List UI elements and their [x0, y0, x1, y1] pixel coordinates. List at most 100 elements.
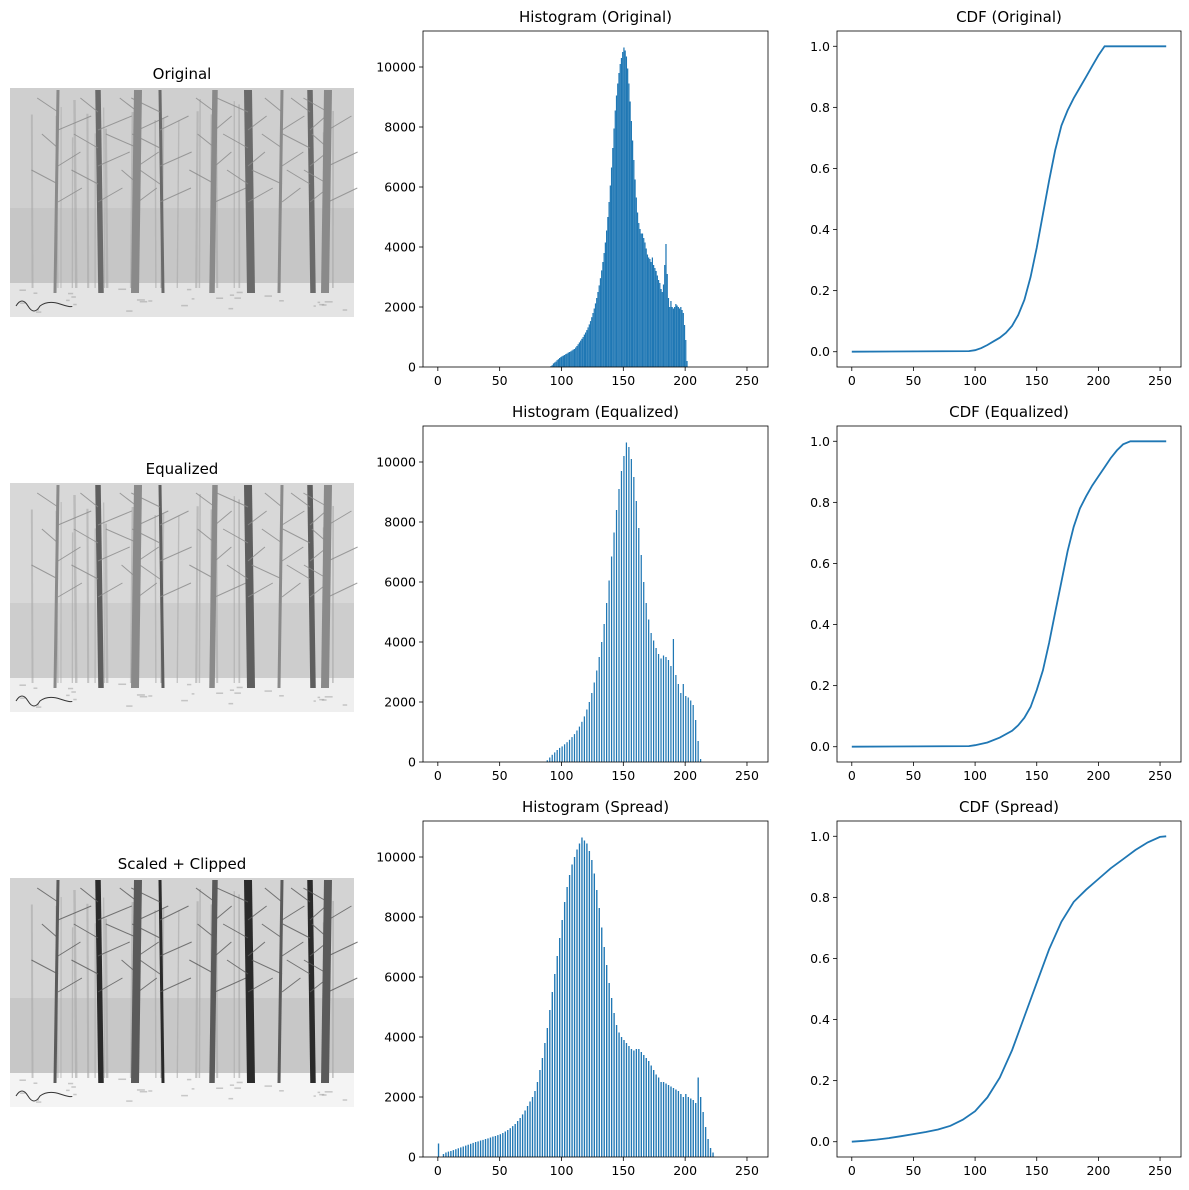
photo-branch — [197, 528, 216, 544]
photo-tree — [277, 879, 284, 1084]
histogram-bar — [674, 307, 676, 367]
histogram-bar — [472, 1142, 474, 1157]
histogram-bar — [578, 843, 581, 1157]
histogram-bar — [670, 1086, 672, 1157]
histogram-bar — [502, 1133, 504, 1157]
y-tick-label: 4000 — [384, 240, 416, 255]
y-tick-label: 0.0 — [810, 739, 830, 754]
histogram-bar — [669, 307, 671, 367]
photo-ground-detail — [118, 683, 127, 686]
histogram-bar — [657, 280, 660, 367]
y-tick-label: 8000 — [384, 120, 416, 135]
y-tick-label: 0.8 — [810, 890, 830, 905]
photo-branch — [214, 582, 247, 598]
histogram-bar — [622, 52, 624, 367]
photo-branch — [281, 905, 305, 921]
histogram-bar — [640, 233, 642, 367]
photo-ground-detail — [321, 1094, 327, 1096]
x-tick-label: 50 — [905, 373, 921, 388]
axes-frame — [836, 30, 1182, 368]
histogram-bar — [576, 730, 578, 762]
x-tick-label: 0 — [848, 768, 856, 783]
photo-ground-detail — [228, 1097, 234, 1100]
histogram-bar — [583, 840, 586, 1157]
histogram-bar — [657, 1077, 660, 1157]
chart-title: Histogram (Equalized) — [512, 403, 679, 421]
x-tick-label: 50 — [905, 1163, 921, 1178]
photo-signature — [15, 695, 73, 707]
photo-ground-detail — [324, 301, 333, 303]
photo-branch — [222, 133, 249, 149]
histogram-bar — [549, 1010, 551, 1157]
photo-tree-far — [73, 494, 78, 684]
photo-branch — [311, 133, 329, 149]
histogram-bar — [660, 1082, 662, 1157]
histogram-bar — [655, 648, 657, 762]
photo-tree-far — [30, 114, 34, 289]
x-tick-label: 100 — [963, 1163, 987, 1178]
photo-ground-detail — [20, 1092, 25, 1094]
histogram-bar — [546, 760, 548, 762]
histogram-bar — [635, 501, 637, 762]
histogram-bar — [628, 83, 630, 367]
y-tick-label: 0 — [408, 755, 416, 770]
histogram-bar — [591, 317, 593, 367]
histogram-bar — [657, 654, 660, 762]
histogram-bar — [546, 1028, 549, 1157]
y-tick-label: 0.8 — [810, 495, 830, 510]
histogram-bar — [650, 633, 652, 762]
photo-ground-detail — [324, 1091, 333, 1093]
photo-branch — [97, 546, 130, 562]
histogram-bar — [606, 603, 608, 762]
photo-ground-detail — [181, 699, 188, 702]
y-tick-label: 0.6 — [810, 161, 830, 176]
histogram-bar — [670, 301, 672, 367]
histogram-bar — [591, 860, 593, 1157]
photo-branch — [57, 582, 83, 598]
histogram-bar — [615, 1025, 618, 1157]
histogram-bar — [556, 956, 558, 1157]
histogram-bar — [667, 1085, 670, 1157]
photo-tree — [244, 89, 255, 294]
histogram-bar — [630, 1049, 633, 1157]
photo-branch — [137, 977, 158, 993]
histogram-bar — [690, 700, 692, 762]
histogram-bar — [672, 308, 675, 367]
photo-ground-detail — [321, 304, 327, 306]
histogram-bar — [704, 1127, 707, 1157]
photo-branch — [327, 546, 358, 562]
photo-branch — [261, 528, 283, 544]
x-tick-label: 150 — [611, 373, 635, 388]
histogram-bar — [672, 1088, 675, 1157]
x-tick-label: 0 — [434, 1163, 442, 1178]
histogram-bar — [625, 442, 628, 762]
histogram-bar — [588, 324, 590, 367]
histogram-bar — [447, 1151, 450, 1157]
histogram-bar — [509, 1128, 511, 1157]
histogram-bar — [640, 555, 642, 762]
photo-branch — [247, 905, 267, 921]
histogram-bar — [455, 1149, 457, 1157]
photo-ground-detail — [148, 300, 153, 302]
photo-ground-detail — [236, 291, 243, 294]
photo-ground-detail — [73, 303, 77, 306]
photo-branch — [31, 959, 59, 975]
histogram-bar — [672, 639, 675, 762]
histogram-bar — [580, 340, 582, 367]
x-tick-label: 100 — [550, 373, 574, 388]
histogram-bar — [630, 459, 632, 762]
photo-tree-far — [195, 506, 199, 684]
histogram-bar — [514, 1124, 516, 1157]
histogram-bar — [645, 248, 647, 367]
x-tick-label: 100 — [550, 768, 574, 783]
photo-ground-detail — [126, 705, 133, 707]
histogram-bar — [566, 353, 568, 367]
histogram-bar — [578, 342, 581, 367]
histogram-bar — [568, 739, 571, 762]
y-tick-label: 8000 — [384, 910, 416, 925]
histogram-bar — [707, 1139, 709, 1157]
histogram-bar — [534, 1091, 536, 1157]
histogram-bar — [559, 938, 561, 1157]
photo-tree — [158, 484, 165, 689]
photo-tree-far — [104, 128, 109, 289]
